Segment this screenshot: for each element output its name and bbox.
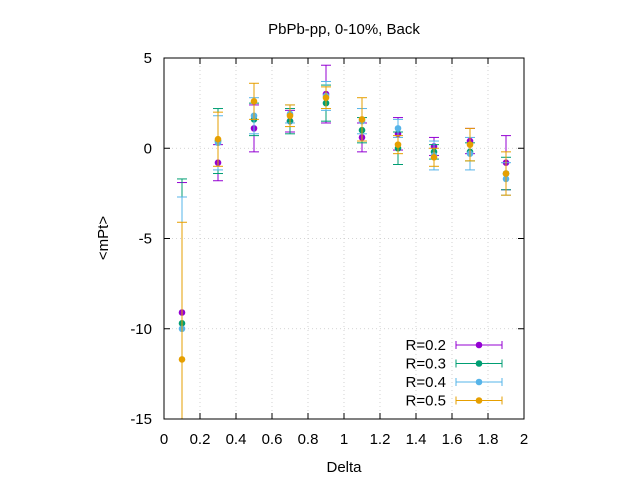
legend-label: R=0.2 — [406, 337, 446, 354]
legend: R=0.2 R=0.3R=0.4 R=0.5 — [406, 337, 503, 410]
data-point — [394, 125, 402, 132]
series-r-0-5 — [177, 82, 511, 419]
data-point — [286, 112, 294, 120]
data-point — [214, 135, 222, 143]
legend-marker — [475, 378, 483, 386]
data-point — [358, 116, 366, 123]
legend-marker — [475, 360, 483, 367]
x-tick-label: 1.6 — [442, 431, 463, 448]
x-tick-label: 0 — [160, 431, 168, 448]
legend-marker — [475, 341, 483, 349]
data-point — [466, 141, 474, 148]
legend-marker — [475, 397, 483, 404]
y-tick-label: -5 — [139, 231, 152, 248]
data-point — [430, 153, 438, 161]
x-tick-label: 1.8 — [478, 431, 499, 448]
x-tick-label: 0.8 — [298, 431, 319, 448]
axis-ticks — [163, 57, 525, 420]
data-point — [502, 170, 510, 177]
data-point — [178, 356, 186, 363]
x-tick-label: 1 — [340, 431, 348, 448]
grid — [164, 58, 524, 419]
data-point — [394, 141, 402, 148]
legend-label: R=0.4 — [406, 374, 446, 391]
y-tick-label: -10 — [130, 321, 152, 338]
x-tick-label: 0.2 — [190, 431, 211, 448]
y-tick-label: -15 — [130, 411, 152, 428]
x-tick-label: 0.4 — [226, 431, 247, 448]
x-axis-title: Delta — [326, 459, 362, 476]
x-tick-label: 2 — [520, 431, 528, 448]
legend-label: R=0.5 — [406, 393, 446, 410]
data-series — [177, 64, 511, 419]
x-tick-label: 1.4 — [406, 431, 427, 448]
data-point — [250, 98, 258, 105]
series-r-0-3 — [177, 84, 511, 419]
tick-labels: 0 0.2 0.4 0.6 0.8 1 1.2 1.4 1.6 1.8 2 5 0 -5 -10 -15 — [130, 50, 528, 448]
y-tick-label: 0 — [144, 140, 152, 157]
x-tick-label: 0.6 — [262, 431, 283, 448]
legend-label: R=0.3 — [406, 356, 446, 373]
y-tick-label: 5 — [144, 50, 152, 67]
data-point — [322, 94, 330, 102]
chart-title: PbPb-pp, 0-10%, Back — [268, 21, 420, 38]
x-tick-label: 1.2 — [370, 431, 391, 448]
y-axis-title: <mPt> — [95, 216, 112, 260]
